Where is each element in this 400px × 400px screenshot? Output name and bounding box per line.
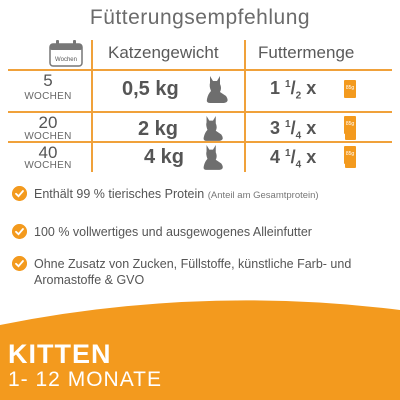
banner-background xyxy=(0,300,400,400)
header-amount: Futtermenge xyxy=(258,43,355,62)
row-weeks: 40 xyxy=(38,143,58,162)
age-range: 1- 12 MONATE xyxy=(8,368,162,391)
row-weeks-label: WOCHEN xyxy=(24,91,72,102)
pouch-icon xyxy=(345,132,356,140)
table-divider xyxy=(8,111,392,113)
cat-icon xyxy=(203,116,223,141)
pouch-icon: 85g xyxy=(344,80,356,98)
pouch-icon: 85g xyxy=(344,116,356,134)
table-divider xyxy=(8,69,392,71)
row-weight: 4 kg xyxy=(144,146,185,168)
calendar-icon: Wochen xyxy=(49,40,83,67)
feature-note: (Anteil am Gesamtprotein) xyxy=(207,190,319,201)
table-divider xyxy=(91,40,93,172)
calendar-label: Wochen xyxy=(55,57,77,63)
check-icon xyxy=(12,224,27,239)
check-icon xyxy=(12,256,27,271)
cat-icon xyxy=(206,76,228,103)
row-amount: 1 1/2 x xyxy=(270,78,317,102)
row-weeks-label: WOCHEN xyxy=(24,131,72,142)
header-weight: Katzengewicht xyxy=(108,43,219,62)
row-weeks-label: WOCHEN xyxy=(24,160,72,171)
row-amount: 4 1/4 x xyxy=(270,147,317,171)
row-weeks: 20 xyxy=(38,113,58,132)
row-weight: 2 kg xyxy=(138,118,179,140)
table-divider xyxy=(8,141,392,143)
pouch-icon: 85g xyxy=(344,146,356,164)
product-title: KITTEN xyxy=(8,339,112,369)
check-icon xyxy=(12,186,27,201)
row-amount: 3 1/4 x xyxy=(270,118,317,142)
cat-icon xyxy=(203,145,223,170)
feature-text: Ohne Zusatz von Zucken, Füllstoffe, küns… xyxy=(34,257,352,287)
table-divider xyxy=(244,40,246,172)
feature-text: 100 % vollwertiges und ausgewogenes Alle… xyxy=(34,225,312,239)
feeding-table: Wochen Katzengewicht Futtermenge 5 WOCHE… xyxy=(8,40,392,172)
row-weight: 0,5 kg xyxy=(122,78,179,100)
pouch-icon xyxy=(345,160,356,168)
feature-text: Enthält 99 % tierisches Protein (Anteil … xyxy=(34,187,319,201)
row-weeks: 5 xyxy=(43,71,53,90)
page-title: Fütterungsempfehlung xyxy=(89,6,311,29)
